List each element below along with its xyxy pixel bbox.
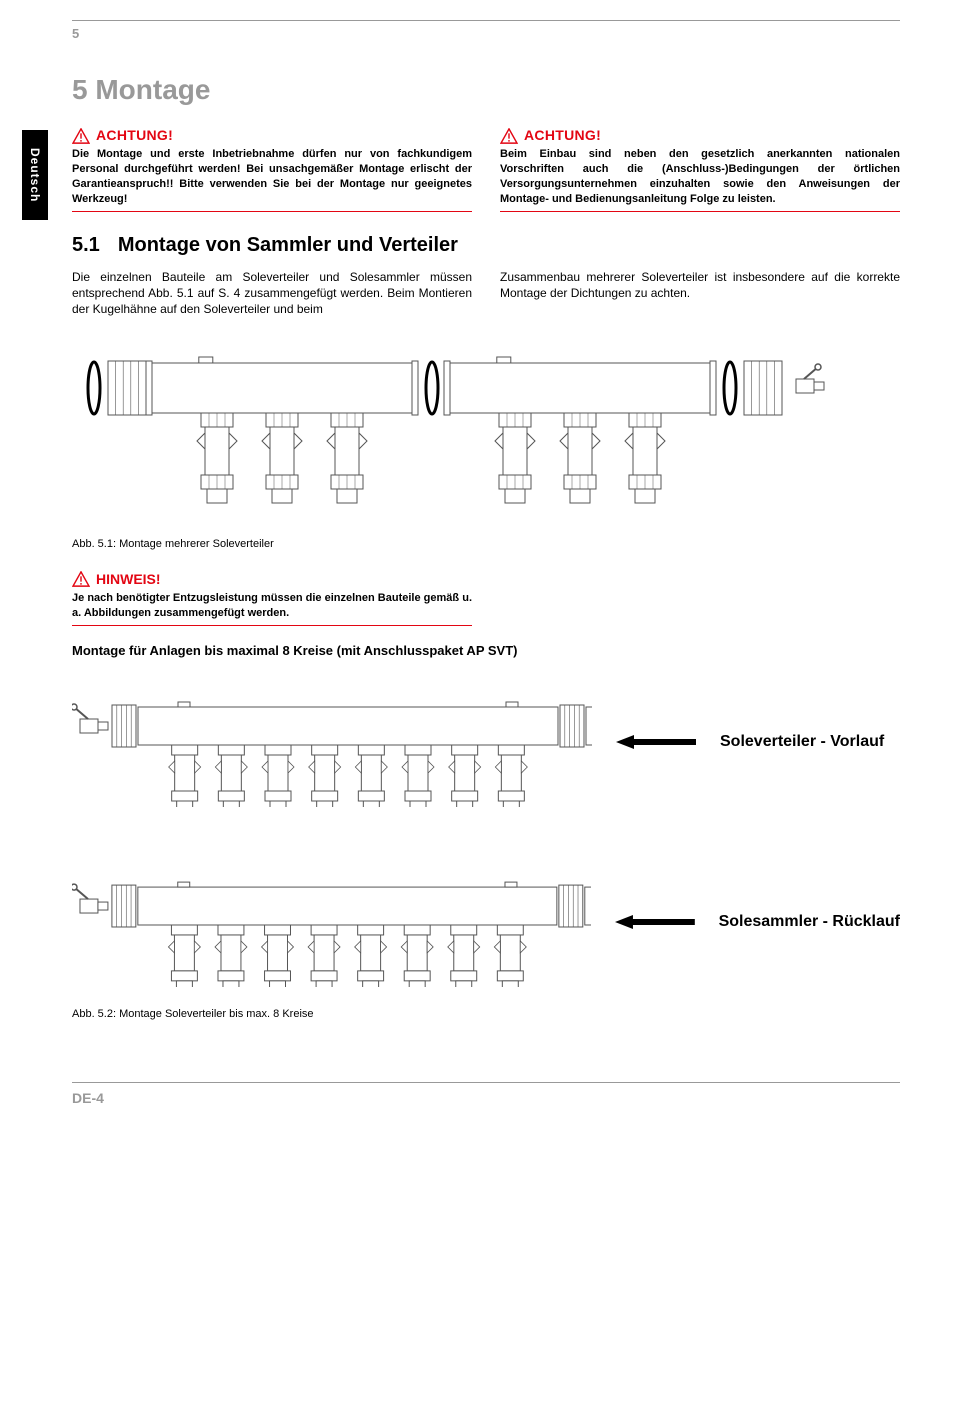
section-heading: 5.1 Montage von Sammler und Verteiler <box>72 232 900 259</box>
warning-icon <box>72 128 90 144</box>
figure-5-2-caption: Abb. 5.2: Montage Soleverteiler bis max.… <box>72 1007 900 1022</box>
hinweis-body: Je nach benötigter Entzugsleistung müsse… <box>72 591 472 626</box>
figure-5-2-ruecklauf <box>72 857 591 987</box>
para-left: Die einzelnen Bauteile am Soleverteiler … <box>72 269 472 318</box>
figure-5-1 <box>72 345 900 525</box>
warning-1-body: Die Montage und erste Inbetriebnahme dür… <box>72 147 472 211</box>
warning-icon <box>500 128 518 144</box>
page-number: DE-4 <box>72 1089 900 1108</box>
section-title: Montage von Sammler und Verteiler <box>118 234 458 256</box>
figure-5-1-caption: Abb. 5.1: Montage mehrerer Soleverteiler <box>72 537 900 552</box>
subheading-8kreise: Montage für Anlagen bis maximal 8 Kreise… <box>72 642 900 660</box>
arrow-left-icon <box>616 735 696 749</box>
section-number: 5.1 <box>72 232 100 259</box>
chapter-title: 5 Montage <box>72 71 900 109</box>
chapter-number-top: 5 <box>72 25 900 43</box>
achtung-label: ACHTUNG! <box>524 126 601 145</box>
label-ruecklauf: Solesammler - Rücklauf <box>719 911 900 933</box>
warning-2-body: Beim Einbau sind neben den gesetzlich an… <box>500 147 900 211</box>
achtung-label: ACHTUNG! <box>96 126 173 145</box>
warning-icon <box>72 571 90 587</box>
language-tab: Deutsch <box>22 130 48 220</box>
figure-5-2-vorlauf <box>72 677 592 807</box>
hinweis-label: HINWEIS! <box>96 570 161 589</box>
arrow-left-icon <box>615 915 695 929</box>
para-right: Zusammenbau mehrerer Soleverteiler ist i… <box>500 269 900 318</box>
label-vorlauf: Soleverteiler - Vorlauf <box>720 731 884 753</box>
